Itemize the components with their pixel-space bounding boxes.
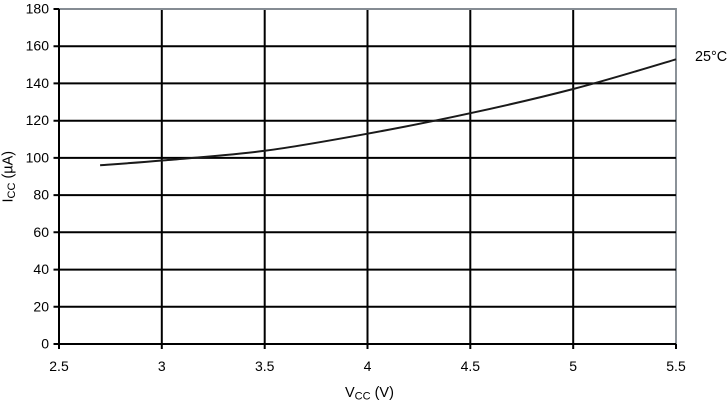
svg-text:40: 40 bbox=[33, 261, 49, 277]
svg-text:100: 100 bbox=[26, 149, 50, 165]
svg-text:180: 180 bbox=[26, 1, 50, 17]
svg-text:25°C: 25°C bbox=[695, 49, 727, 65]
svg-text:VCC (V): VCC (V) bbox=[345, 385, 394, 402]
svg-text:80: 80 bbox=[33, 187, 49, 203]
svg-text:0: 0 bbox=[41, 336, 49, 352]
svg-text:ICC (µA): ICC (µA) bbox=[1, 151, 19, 203]
svg-text:3: 3 bbox=[158, 358, 166, 374]
svg-text:5: 5 bbox=[569, 358, 577, 374]
svg-text:3.5: 3.5 bbox=[255, 358, 275, 374]
svg-text:5.5: 5.5 bbox=[666, 358, 686, 374]
svg-text:160: 160 bbox=[26, 38, 50, 54]
svg-text:4: 4 bbox=[364, 358, 372, 374]
svg-text:120: 120 bbox=[26, 112, 50, 128]
svg-text:140: 140 bbox=[26, 75, 50, 91]
svg-text:4.5: 4.5 bbox=[461, 358, 481, 374]
svg-text:2.5: 2.5 bbox=[49, 358, 69, 374]
svg-text:60: 60 bbox=[33, 224, 49, 240]
svg-text:20: 20 bbox=[33, 298, 49, 314]
